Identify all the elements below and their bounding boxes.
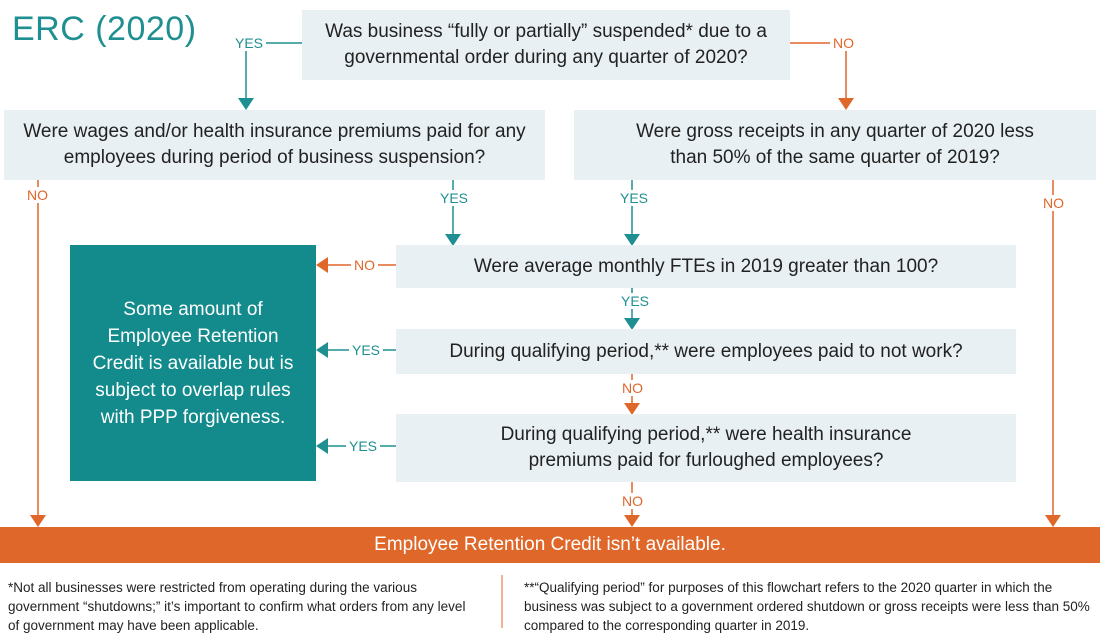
edge-label-no: NO — [830, 35, 857, 51]
arrowhead — [30, 515, 46, 527]
footnote-single-asterisk: *Not all businesses were restricted from… — [8, 580, 466, 633]
arrowhead — [316, 342, 328, 358]
arrowhead — [624, 515, 640, 527]
edge-label-yes: YES — [349, 342, 384, 358]
page-title: ERC (2020) — [12, 10, 197, 48]
question-wages: Were wages and/or health insurance premi… — [4, 110, 545, 180]
arrowhead — [624, 318, 640, 330]
edge-label-no: NO — [24, 187, 51, 203]
edge-label-no: NO — [351, 257, 378, 273]
result-credit-unavailable: Employee Retention Credit isn’t availabl… — [0, 527, 1100, 563]
edge-label-yes: YES — [617, 190, 652, 206]
arrowhead — [316, 438, 328, 454]
edge-label-yes: YES — [437, 190, 472, 206]
question-suspended: Was business “fully or partially” suspen… — [302, 10, 790, 80]
arrowhead — [624, 403, 640, 415]
question-health-premiums: During qualifying period,** were health … — [396, 414, 1016, 482]
arrowhead — [838, 98, 854, 110]
footnote-double-asterisk: **“Qualifying period” for purposes of th… — [524, 580, 1090, 633]
edge-label-no: NO — [1040, 195, 1067, 211]
edge-label-no: NO — [619, 493, 646, 509]
arrowhead — [238, 98, 254, 110]
question-paid-not-work: During qualifying period,** were employe… — [396, 329, 1016, 374]
arrowhead — [1045, 515, 1061, 527]
arrowhead — [445, 234, 461, 246]
arrowhead — [624, 234, 640, 246]
question-ftes: Were average monthly FTEs in 2019 greate… — [396, 245, 1016, 288]
edge-label-yes: YES — [618, 293, 653, 309]
result-credit-available: Some amount of Employee Retention Credit… — [70, 245, 316, 481]
edge-label-yes: YES — [232, 35, 267, 51]
edge-label-yes: YES — [346, 438, 381, 454]
arrowhead — [316, 257, 328, 273]
question-gross-receipts: Were gross receipts in any quarter of 20… — [574, 110, 1096, 180]
edge-label-no: NO — [619, 380, 646, 396]
